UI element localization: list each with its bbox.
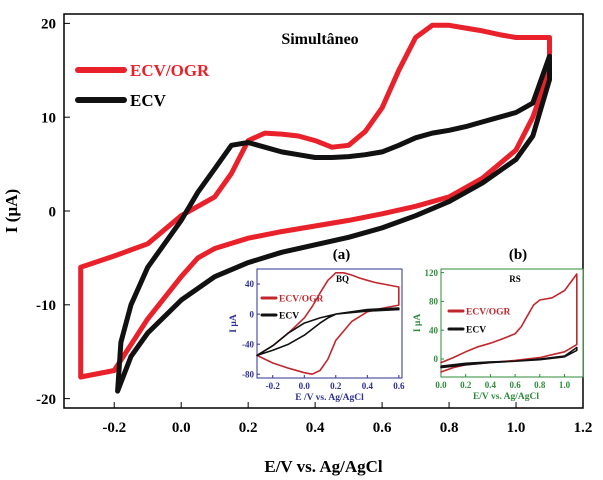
- main-series-ecv-ogr-line: [78, 22, 552, 380]
- inset-b-y-axis-label: I µA: [413, 314, 423, 333]
- main-x-axis-label: E/V vs. Ag/AgCl: [264, 457, 383, 476]
- main-x-tick-label: 0.4: [306, 420, 325, 436]
- inset-b-y-tick-label: 40: [429, 325, 439, 335]
- inset-b-x-tick-label: 0.6: [509, 380, 521, 390]
- inset-a-y-tick-label: -80: [242, 369, 254, 379]
- inset-a-panel-label: (a): [333, 247, 351, 263]
- main-y-axis-label: I (µA): [2, 189, 21, 233]
- inset-a-x-tick-label: 0.2: [330, 381, 342, 391]
- inset-b-plot-frame: [440, 268, 584, 378]
- inset-a-x-tick-label: 0.6: [393, 381, 405, 391]
- main-x-tick-label: 0.2: [239, 420, 258, 436]
- inset-b-x-tick-label: 1.0: [559, 380, 571, 390]
- main-y-tick-label: 20: [41, 17, 56, 33]
- main-y-tick-label: -10: [36, 298, 56, 314]
- inset-a-x-tick-label: 0.0: [299, 381, 311, 391]
- legend-label-ecv: ECV: [130, 91, 167, 110]
- inset-b-x-tick-label: 0.2: [460, 380, 472, 390]
- inset-a-title: BQ: [336, 274, 349, 284]
- inset-b-legend-label-ecv-ogr: ECV/OGR: [466, 308, 510, 318]
- main-x-tick-label: 1.0: [507, 420, 526, 436]
- inset-b-y-tick-label: 120: [425, 268, 439, 278]
- inset-a-legend-label-ecv-ogr: ECV/OGR: [279, 295, 323, 305]
- inset-b-y-tick-label: 0: [434, 354, 439, 364]
- inset-a-series-ecv-ogr-line: [256, 272, 400, 375]
- main-y-tick-label: -20: [36, 392, 56, 408]
- inset-a-y-tick-label: -40: [242, 339, 254, 349]
- main-y-tick-label: 0: [49, 204, 57, 220]
- inset-b-x-axis-label: E/V vs. Ag/AgCl: [473, 392, 539, 402]
- inset-a-x-axis-label: E /V vs. Ag/AgCl: [295, 393, 364, 403]
- inset-b-legend-label-ecv: ECV: [466, 326, 486, 336]
- main-x-tick-label: 1.2: [574, 420, 593, 436]
- inset-b-y-tick-label: 80: [429, 297, 439, 307]
- inset-b-title: RS: [509, 274, 521, 284]
- main-x-tick-label: 0.0: [172, 420, 191, 436]
- inset-b-x-tick-label: 0.8: [534, 380, 546, 390]
- inset-a-plot-frame: [256, 268, 403, 379]
- inset-a-x-tick-label: 0.4: [362, 381, 374, 391]
- main-chart: -0.2 0.0 0.2 0.4 0.6 0.8 1.0 1.2 -20 -10 0 10 20 E/V …: [2, 13, 593, 476]
- inset-a-y-axis-label: I µA: [229, 314, 239, 333]
- inset-a-legend-label-ecv: ECV: [279, 312, 299, 322]
- inset-a-series-ecv-line: [256, 307, 400, 357]
- inset-b-series-ecv-line: [440, 346, 578, 369]
- legend-label-ecv-ogr: ECV/OGR: [130, 61, 210, 80]
- inset-b-x-tick-label: 0.4: [485, 380, 497, 390]
- inset-a-y-tick-label: 0: [250, 309, 255, 319]
- main-x-tick-label: 0.6: [373, 420, 392, 436]
- inset-a-chart: -0.2 0.0 0.2 0.4 0.6 -80 -40 0 40 (a) BQ E /V vs. A…: [229, 247, 405, 403]
- main-x-tick-label: -0.2: [102, 420, 126, 436]
- main-series-ecv-line: [115, 53, 552, 394]
- inset-b-chart: 0.0 0.2 0.4 0.6 0.8 1.0 0 40 80 120 (b) RS E/V vs. A…: [413, 247, 584, 402]
- inset-a-y-tick-label: 40: [245, 279, 255, 289]
- inset-b-x-tick-label: 0.0: [435, 380, 447, 390]
- main-x-tick-label: 0.8: [440, 420, 459, 436]
- inset-b-panel-label: (b): [509, 247, 527, 263]
- inset-a-x-tick-label: -0.2: [266, 381, 281, 391]
- main-chart-title: Simultâneo: [281, 31, 358, 48]
- main-y-tick-label: 10: [41, 110, 56, 126]
